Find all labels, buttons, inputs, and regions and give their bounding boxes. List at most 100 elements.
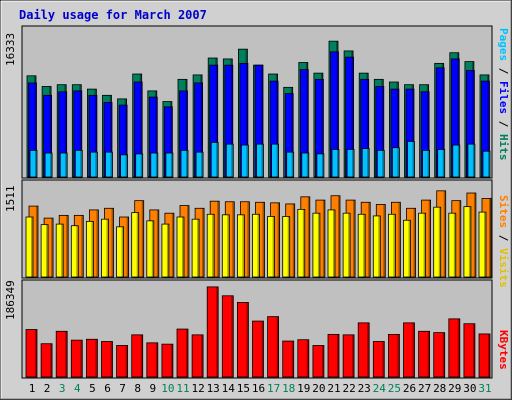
bar-pages-day-30 <box>467 143 476 178</box>
bar-pages-day-18-shade <box>291 152 294 177</box>
bar-files-day-10-shade <box>170 106 173 177</box>
bar-sites-day-30-shade <box>473 193 476 277</box>
bar-visits-day-9 <box>146 220 155 278</box>
bar-visits-day-22-shade <box>348 213 351 277</box>
bar-kbytes-day-23 <box>357 322 370 378</box>
bar-pages-day-19-shade <box>306 153 309 177</box>
bar-sites-day-29-shade <box>458 200 461 277</box>
bar-kbytes-day-25-shade <box>397 334 400 377</box>
bar-sites-day-20-shade <box>322 200 325 277</box>
bar-pages-day-25-shade <box>397 147 400 177</box>
bar-visits-day-30-shade <box>468 206 471 277</box>
bar-visits-day-4 <box>70 225 79 278</box>
legend-hits-files-pages: Pages / Files / Hits <box>497 28 510 161</box>
bar-sites-day-31-shade <box>489 198 491 277</box>
bar-sites-day-21-shade <box>338 195 340 277</box>
bar-kbytes-day-26-shade <box>412 322 415 377</box>
bar-kbytes-day-21-shade <box>337 334 339 377</box>
bar-kbytes-day-13 <box>206 286 219 378</box>
bar-visits-day-8 <box>131 212 140 278</box>
bar-pages-day-11 <box>180 149 189 178</box>
y-max-label-visits: 1511 <box>4 185 17 213</box>
x-tick-label-day-19: 19 <box>297 382 311 395</box>
legend-visits: Visits <box>497 248 510 288</box>
bar-pages-day-8 <box>135 153 144 178</box>
y-max-label-hits: 16333 <box>4 32 17 66</box>
bar-visits-day-1 <box>25 216 34 278</box>
bar-pages-day-15-shade <box>246 145 249 177</box>
bar-pages-day-23 <box>361 148 370 178</box>
x-tick-label-day-29: 29 <box>448 382 462 395</box>
bar-sites-day-12-shade <box>202 208 205 277</box>
bar-files-day-14-shade <box>230 65 233 177</box>
bar-kbytes-day-20 <box>312 345 325 378</box>
bar-pages-day-11-shade <box>186 150 188 177</box>
bar-pages-day-31-shade <box>488 151 490 177</box>
bar-visits-day-18 <box>282 216 291 278</box>
bar-kbytes-day-2-shade <box>50 343 53 377</box>
bar-files-day-18-shade <box>291 93 294 177</box>
bar-files-day-12-shade <box>200 82 203 177</box>
x-tick-label-day-24: 24 <box>372 382 386 395</box>
bar-visits-day-11-shade <box>182 217 184 277</box>
x-tick-label-day-14: 14 <box>221 382 235 395</box>
bar-pages-day-18 <box>286 151 295 178</box>
bar-visits-day-22 <box>342 212 351 278</box>
bar-sites-day-24-shade <box>383 204 386 277</box>
bar-sites-day-6-shade <box>111 208 114 277</box>
bar-pages-day-17-shade <box>276 144 279 177</box>
bar-visits-day-30 <box>463 206 472 278</box>
bar-visits-day-11 <box>176 216 185 278</box>
bar-visits-day-4-shade <box>76 225 79 277</box>
bar-kbytes-day-21 <box>327 333 340 378</box>
bar-visits-day-19 <box>297 208 306 278</box>
bar-visits-day-7 <box>116 226 124 278</box>
x-tick-label-day-23: 23 <box>357 382 371 395</box>
bar-files-day-9-shade <box>155 97 158 177</box>
bar-visits-day-1-shade <box>31 217 33 277</box>
bar-sites-day-18-shade <box>292 203 295 277</box>
bar-sites-day-25-shade <box>398 202 401 277</box>
bar-files-day-22-shade <box>351 57 354 177</box>
bar-pages-day-13-shade <box>216 142 219 177</box>
bar-files-day-5-shade <box>94 95 97 177</box>
bar-visits-day-29-shade <box>453 213 456 277</box>
bar-visits-day-28 <box>433 206 442 278</box>
bar-files-day-30-shade <box>472 70 475 177</box>
bar-sites-day-14-shade <box>232 201 235 277</box>
bar-sites-day-28-shade <box>443 190 446 277</box>
bar-visits-day-9-shade <box>151 220 154 277</box>
bar-kbytes-day-9-shade <box>155 342 158 377</box>
bar-sites-day-17-shade <box>277 202 280 277</box>
bar-files-day-25-shade <box>396 89 399 177</box>
bar-kbytes-day-13-shade <box>216 286 219 377</box>
bar-kbytes-day-24-shade <box>382 341 385 377</box>
bar-visits-day-5-shade <box>91 221 94 277</box>
bar-files-day-16-shade <box>261 65 263 177</box>
bar-sites-day-15-shade <box>247 201 250 277</box>
bar-files-day-26-shade <box>412 89 414 177</box>
bar-kbytes-day-18-shade <box>291 341 294 377</box>
bar-visits-day-25-shade <box>393 214 396 277</box>
bar-visits-day-6 <box>101 218 109 278</box>
x-tick-label-day-30: 30 <box>463 382 477 395</box>
bar-kbytes-day-4-shade <box>80 340 83 377</box>
bar-kbytes-day-22-shade <box>352 334 355 377</box>
bar-visits-day-5 <box>86 220 94 278</box>
bar-sites-day-26-shade <box>413 208 416 277</box>
bar-sites-day-8-shade <box>141 200 144 277</box>
bar-files-day-20-shade <box>321 79 324 177</box>
bar-pages-day-29 <box>452 144 461 178</box>
bar-kbytes-day-4 <box>70 339 83 378</box>
bar-pages-day-17 <box>271 143 280 178</box>
bar-visits-day-31-shade <box>484 212 486 277</box>
bar-pages-day-14 <box>225 143 234 178</box>
bar-kbytes-day-20-shade <box>321 345 324 377</box>
bar-sites-day-27-shade <box>428 200 431 277</box>
bar-visits-day-28-shade <box>438 207 441 277</box>
bar-kbytes-day-6-shade <box>110 341 113 377</box>
bar-pages-day-22 <box>346 149 355 178</box>
bar-visits-day-12-shade <box>197 219 200 277</box>
bar-pages-day-10 <box>165 152 174 178</box>
bar-visits-day-15-shade <box>242 214 245 277</box>
